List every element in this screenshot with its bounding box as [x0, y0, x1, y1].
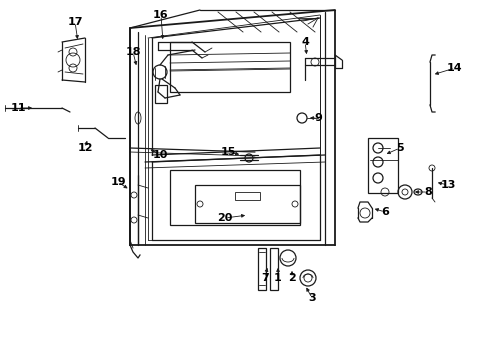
Text: 19: 19 [110, 177, 125, 187]
Text: 14: 14 [446, 63, 462, 73]
Text: 16: 16 [153, 10, 168, 20]
Text: 2: 2 [287, 273, 295, 283]
Bar [170, 42, 289, 92]
Text: 13: 13 [439, 180, 455, 190]
Text: 17: 17 [67, 17, 82, 27]
Bar [195, 185, 299, 223]
Bar [170, 170, 299, 225]
Text: 18: 18 [125, 47, 141, 57]
Bar [235, 192, 260, 200]
Bar [269, 248, 278, 290]
Text: 20: 20 [217, 213, 232, 223]
Bar [367, 138, 397, 193]
Text: 3: 3 [307, 293, 315, 303]
Text: 8: 8 [423, 187, 431, 197]
Text: 1: 1 [274, 273, 281, 283]
Text: 12: 12 [77, 143, 93, 153]
Text: 7: 7 [261, 273, 268, 283]
Text: 5: 5 [395, 143, 403, 153]
Text: 15: 15 [220, 147, 235, 157]
Bar [258, 248, 265, 290]
Text: 11: 11 [10, 103, 26, 113]
Bar [155, 85, 167, 103]
Text: 6: 6 [380, 207, 388, 217]
Text: 9: 9 [313, 113, 321, 123]
Text: 4: 4 [301, 37, 308, 47]
Text: 10: 10 [152, 150, 167, 160]
